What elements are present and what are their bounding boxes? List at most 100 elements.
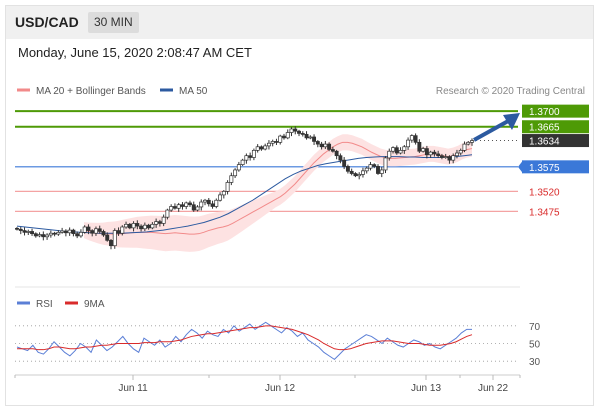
candle bbox=[206, 198, 211, 207]
candle bbox=[432, 149, 437, 157]
candle bbox=[278, 134, 283, 145]
candle bbox=[188, 200, 192, 207]
candle bbox=[357, 172, 362, 180]
level-label-support: 1.3475 bbox=[529, 207, 560, 218]
candle bbox=[52, 231, 57, 237]
candle bbox=[342, 157, 347, 170]
x-tick-label: Jun 13 bbox=[411, 383, 441, 394]
candle bbox=[157, 219, 162, 227]
level-label-pivot: 1.3575 bbox=[518, 160, 589, 174]
candle bbox=[383, 156, 388, 174]
candle bbox=[248, 152, 253, 161]
candle bbox=[150, 222, 155, 230]
candle bbox=[274, 138, 279, 146]
candle bbox=[455, 149, 459, 159]
x-tick-label: Jun 11 bbox=[118, 383, 148, 394]
candle bbox=[398, 147, 403, 155]
currency-pair: USD/CAD bbox=[15, 14, 79, 30]
rsi-tick: 50 bbox=[529, 340, 541, 351]
candle bbox=[443, 153, 448, 159]
candle bbox=[45, 233, 50, 240]
candle bbox=[327, 142, 332, 152]
candle bbox=[255, 144, 260, 153]
candle bbox=[323, 140, 328, 150]
candle bbox=[229, 172, 234, 186]
ma9-legend-label: 9MA bbox=[84, 299, 105, 310]
candle bbox=[180, 202, 185, 210]
candle bbox=[312, 134, 317, 146]
candle bbox=[18, 226, 23, 235]
candle bbox=[56, 230, 61, 236]
candle bbox=[165, 208, 170, 220]
candle bbox=[71, 228, 76, 237]
candle bbox=[345, 164, 350, 174]
candle bbox=[90, 229, 95, 237]
candle bbox=[417, 139, 422, 154]
candle bbox=[214, 198, 219, 209]
bollinger-fill bbox=[84, 134, 472, 252]
candle bbox=[75, 231, 80, 239]
candle bbox=[78, 229, 83, 238]
rsi-tick: 70 bbox=[529, 322, 541, 333]
candle bbox=[225, 180, 230, 195]
candle bbox=[289, 127, 294, 137]
rsi-line bbox=[16, 321, 472, 361]
bollinger-band bbox=[84, 134, 472, 252]
candle bbox=[300, 131, 305, 137]
candle bbox=[466, 140, 471, 146]
candle bbox=[240, 158, 245, 166]
candle bbox=[428, 150, 433, 158]
candle bbox=[330, 146, 335, 153]
candle bbox=[22, 227, 27, 236]
candle bbox=[26, 229, 31, 236]
candle bbox=[48, 230, 53, 238]
candle bbox=[142, 222, 147, 231]
rsi-tick: 30 bbox=[529, 357, 541, 368]
candle bbox=[97, 225, 102, 234]
candle bbox=[41, 231, 46, 241]
level-value: 1.3520 bbox=[529, 187, 560, 198]
timeframe-badge[interactable]: 30 MIN bbox=[88, 12, 139, 33]
candle bbox=[191, 201, 196, 212]
candle bbox=[376, 164, 380, 175]
candle bbox=[109, 239, 113, 250]
chart-header: USD/CAD 30 MIN bbox=[6, 6, 593, 39]
candle bbox=[195, 205, 200, 212]
candle bbox=[304, 131, 309, 140]
candle bbox=[297, 129, 301, 137]
candle bbox=[368, 161, 373, 171]
candle bbox=[285, 129, 290, 140]
candle bbox=[462, 141, 467, 153]
level-value: 1.3700 bbox=[529, 107, 560, 118]
chart-datetime: Monday, June 15, 2020 2:08:47 AM CET bbox=[18, 45, 252, 60]
candle bbox=[127, 222, 132, 230]
candle bbox=[120, 225, 125, 236]
candle bbox=[199, 199, 204, 211]
candle bbox=[361, 167, 365, 178]
candle bbox=[387, 148, 392, 161]
ma50-legend-label: MA 50 bbox=[179, 86, 208, 97]
candle bbox=[259, 145, 264, 151]
candle bbox=[263, 143, 268, 151]
level-labels: 1.3700 1.3665 1.3634 1.3575 1.3520 1.3475 bbox=[518, 104, 589, 218]
candle bbox=[447, 155, 452, 164]
candle bbox=[402, 145, 407, 154]
candle bbox=[270, 139, 275, 147]
candle bbox=[470, 138, 474, 146]
candle bbox=[146, 223, 151, 230]
candle bbox=[30, 228, 34, 236]
candle bbox=[169, 204, 174, 212]
x-tick-label: Jun 22 bbox=[478, 383, 508, 394]
level-value: 1.3634 bbox=[529, 137, 560, 148]
candle bbox=[37, 232, 42, 238]
candle bbox=[67, 227, 72, 236]
candle bbox=[221, 190, 226, 199]
candle bbox=[105, 232, 110, 242]
candle bbox=[315, 140, 320, 148]
candle bbox=[353, 172, 358, 178]
x-axis: Jun 11 Jun 12 Jun 13 Jun 22 bbox=[14, 375, 521, 394]
candle bbox=[139, 224, 144, 232]
x-tick-label: Jun 12 bbox=[265, 383, 295, 394]
level-value: 1.3575 bbox=[529, 163, 560, 174]
